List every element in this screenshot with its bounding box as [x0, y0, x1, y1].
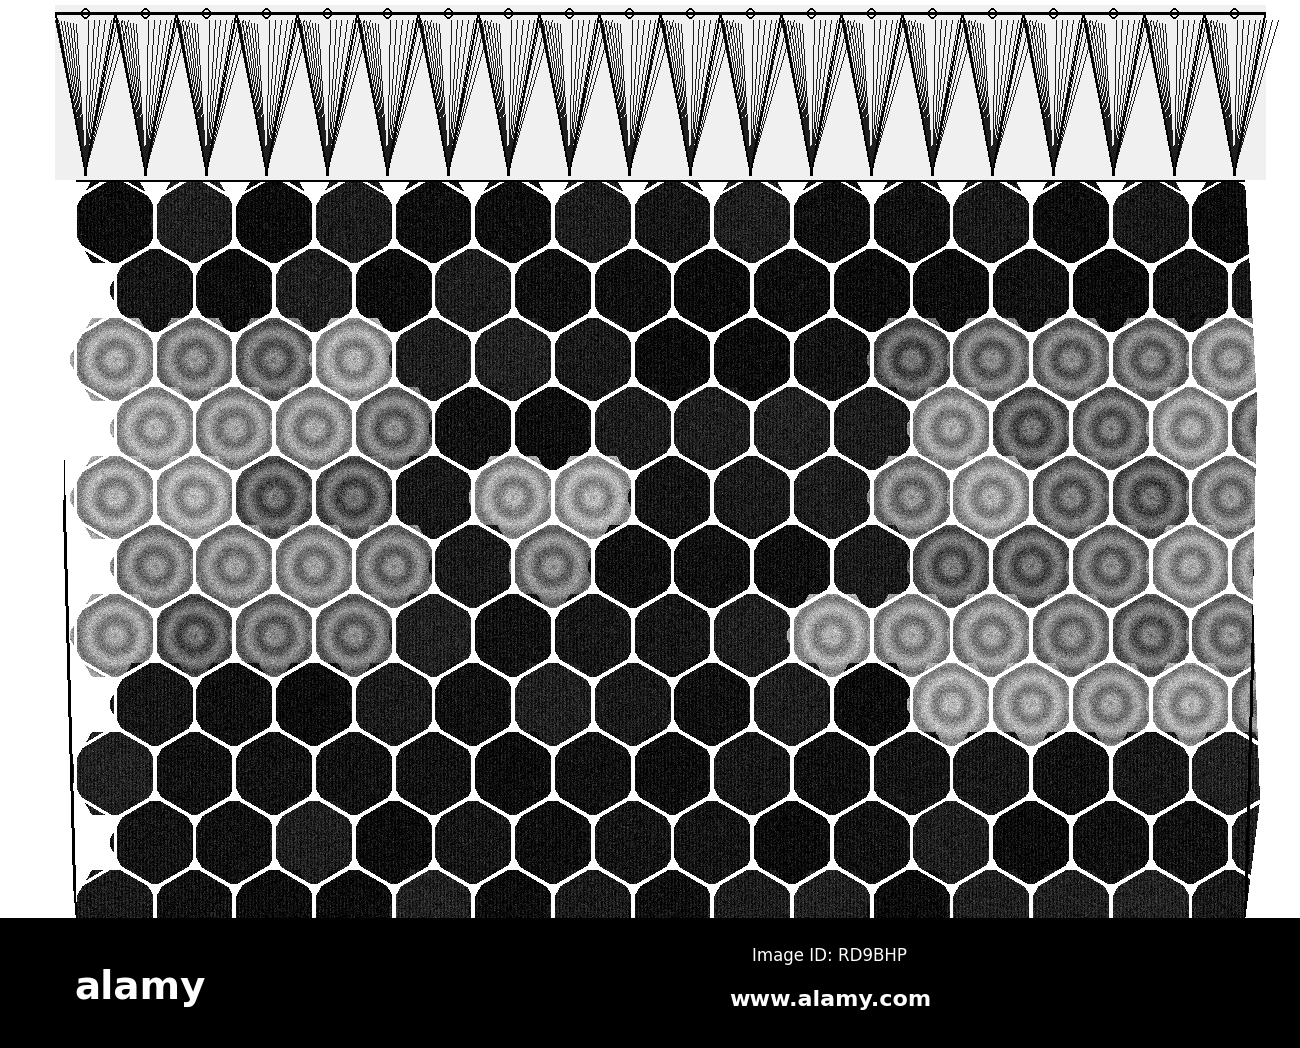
Text: alamy: alamy	[74, 969, 205, 1007]
Text: www.alamy.com: www.alamy.com	[729, 990, 931, 1010]
Text: Image ID: RD9BHP: Image ID: RD9BHP	[753, 947, 907, 965]
